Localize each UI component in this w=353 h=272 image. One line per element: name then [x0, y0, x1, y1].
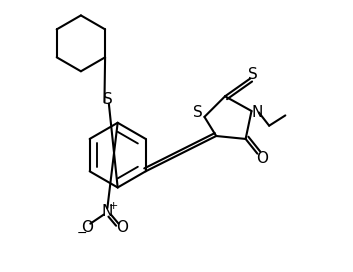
Text: −: − — [76, 227, 87, 240]
Text: S: S — [193, 105, 203, 120]
Text: S: S — [248, 67, 258, 82]
Text: O: O — [256, 151, 268, 166]
Text: O: O — [116, 220, 128, 235]
Text: N: N — [251, 105, 263, 120]
Text: S: S — [102, 92, 112, 107]
Text: +: + — [109, 201, 119, 211]
Text: O: O — [81, 220, 93, 235]
Text: N: N — [102, 203, 113, 218]
